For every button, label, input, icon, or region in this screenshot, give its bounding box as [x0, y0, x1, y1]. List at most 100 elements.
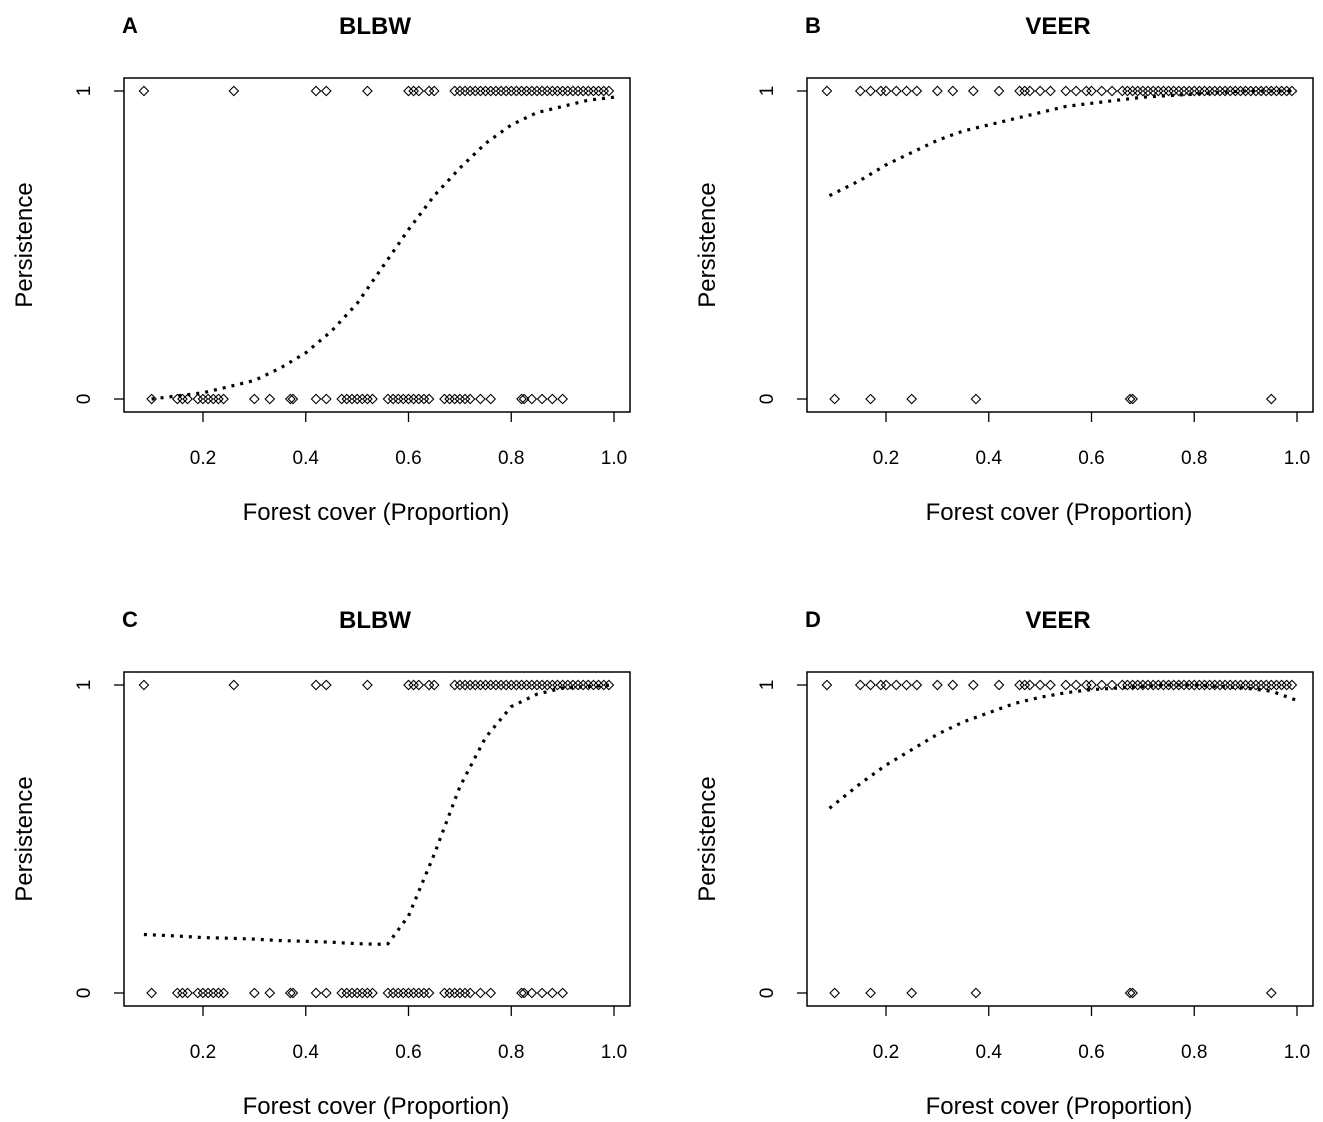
data-point — [218, 393, 229, 405]
data-point — [536, 679, 548, 691]
data-point — [1106, 85, 1118, 97]
data-point — [362, 679, 373, 691]
data-point — [1281, 679, 1293, 691]
data-point — [397, 987, 409, 999]
data-point — [1024, 85, 1036, 97]
data-point — [536, 987, 548, 999]
x-axis-label: Forest cover (Proportion) — [243, 499, 510, 526]
data-point — [454, 679, 466, 691]
data-point — [875, 85, 887, 97]
data-point — [1188, 679, 1200, 691]
data-point — [1070, 679, 1082, 691]
data-point — [582, 679, 594, 691]
data-point — [1265, 85, 1277, 97]
x-tick-label: 0.6 — [1078, 1042, 1104, 1063]
data-point — [865, 987, 876, 999]
data-point — [1070, 85, 1082, 97]
x-tick-label: 0.2 — [873, 448, 899, 469]
y-tick-label: 1 — [74, 86, 95, 97]
data-point — [459, 393, 471, 405]
data-point — [449, 85, 461, 97]
plot-frame — [123, 671, 631, 1007]
data-point — [464, 679, 476, 691]
data-point — [1214, 679, 1226, 691]
data-point — [287, 393, 299, 405]
data-point — [228, 85, 240, 97]
data-point — [408, 85, 420, 97]
data-point — [521, 679, 533, 691]
data-point — [1014, 679, 1025, 691]
data-point — [213, 987, 224, 999]
y-tick-label: 0 — [757, 988, 778, 999]
data-point — [562, 679, 574, 691]
data-point — [1137, 679, 1149, 691]
y-axis-label: Persistence — [11, 182, 38, 307]
data-point — [1080, 85, 1092, 97]
data-point — [1127, 393, 1138, 405]
y-tick-label: 1 — [74, 680, 95, 691]
x-tick-label: 1.0 — [1284, 1042, 1310, 1063]
data-point — [1229, 679, 1241, 691]
data-point — [439, 987, 450, 999]
data-point — [423, 393, 435, 405]
y-tick-label: 0 — [74, 394, 95, 405]
data-point — [449, 393, 461, 405]
data-point — [552, 85, 563, 97]
data-point — [911, 679, 923, 691]
data-point — [320, 679, 332, 691]
y-tick-label: 1 — [757, 86, 778, 97]
data-point — [1265, 987, 1277, 999]
data-point — [197, 393, 209, 405]
data-point — [993, 85, 1005, 97]
data-point — [495, 85, 507, 97]
data-point — [480, 679, 491, 691]
data-point — [439, 393, 450, 405]
data-point — [197, 987, 209, 999]
data-point — [444, 393, 455, 405]
data-point — [207, 393, 219, 405]
x-tick-label: 0.8 — [498, 448, 524, 469]
data-point — [423, 85, 435, 97]
data-point — [1235, 679, 1246, 691]
data-point — [865, 679, 876, 691]
data-point — [310, 987, 322, 999]
chart-title: BLBW — [339, 607, 411, 634]
data-point — [362, 85, 373, 97]
data-point — [821, 85, 833, 97]
data-point — [264, 987, 276, 999]
data-point — [1096, 679, 1108, 691]
data-point — [603, 85, 615, 97]
data-point — [1116, 85, 1128, 97]
data-point — [284, 987, 296, 999]
data-point — [1034, 679, 1046, 691]
data-point — [367, 987, 378, 999]
panel-letter: D — [805, 607, 821, 632]
data-point — [593, 85, 604, 97]
data-point — [284, 393, 296, 405]
data-point — [248, 393, 260, 405]
data-point — [392, 393, 404, 405]
data-point — [423, 987, 435, 999]
fitted-curve — [151, 95, 615, 401]
x-tick-label: 0.6 — [395, 1042, 421, 1063]
data-point — [418, 393, 430, 405]
data-point — [459, 85, 471, 97]
x-tick-label: 0.4 — [976, 448, 1003, 469]
x-tick-label: 0.8 — [1181, 1042, 1207, 1063]
x-tick-label: 1.0 — [1284, 448, 1310, 469]
data-point — [475, 85, 486, 97]
data-point — [1255, 679, 1267, 691]
data-point — [1034, 85, 1046, 97]
data-point — [387, 393, 399, 405]
data-point — [182, 393, 193, 405]
data-point — [567, 85, 579, 97]
data-point — [1286, 679, 1298, 691]
data-point — [1116, 679, 1128, 691]
data-point — [475, 679, 486, 691]
data-point — [1204, 85, 1216, 97]
data-point — [541, 679, 553, 691]
x-tick-label: 0.4 — [293, 448, 320, 469]
data-point — [213, 393, 224, 405]
data-point — [177, 987, 188, 999]
data-point — [397, 393, 409, 405]
